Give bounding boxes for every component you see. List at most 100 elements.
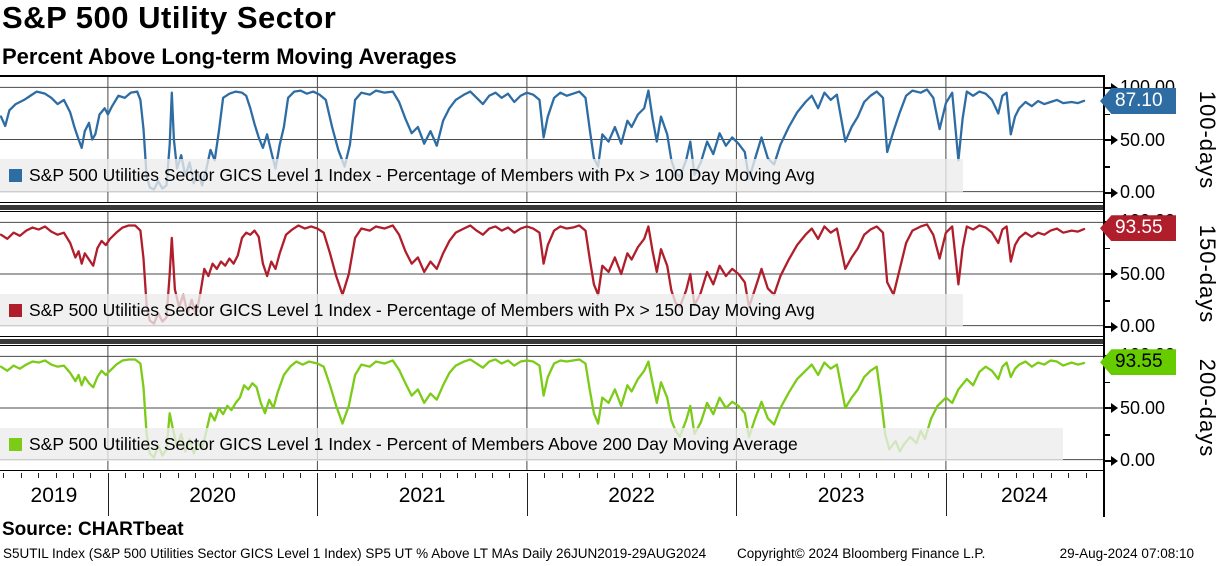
right-axis-line — [1103, 75, 1105, 517]
x-axis-minor-tick — [20, 473, 22, 478]
x-axis-minor-tick — [230, 473, 232, 478]
tick-arrow-icon — [1111, 321, 1118, 332]
x-axis-minor-tick — [160, 473, 162, 478]
x-axis-minor-tick — [247, 473, 249, 478]
x-axis-minor-tick — [369, 473, 371, 478]
x-axis-minor-tick — [352, 473, 354, 478]
legend-100-day: S&P 500 Utilities Sector GICS Level 1 In… — [0, 159, 963, 192]
legend-label: S&P 500 Utilities Sector GICS Level 1 In… — [29, 165, 815, 185]
x-axis-minor-tick — [1050, 473, 1052, 478]
x-axis-minor-tick — [649, 473, 651, 478]
panel-separator — [0, 205, 1103, 210]
x-axis-minor-tick — [509, 473, 511, 478]
x-axis-minor-tick — [299, 473, 301, 478]
legend-swatch-red — [9, 304, 22, 317]
y-axis-minor-tick — [1103, 381, 1110, 384]
tick-arrow-icon — [1111, 187, 1118, 198]
x-axis-minor-tick — [38, 473, 40, 478]
source-line: Source: CHARTbeat — [2, 519, 184, 540]
x-axis-minor-tick — [404, 473, 406, 478]
x-axis-minor-tick — [177, 473, 179, 478]
y-axis-minor-tick — [1103, 113, 1110, 116]
chart-top-frame — [0, 75, 1104, 77]
tick-arrow-icon — [1111, 403, 1118, 413]
x-axis-minor-tick — [125, 473, 127, 478]
legend-swatch-blue — [9, 169, 22, 182]
x-axis-minor-tick — [1033, 473, 1035, 478]
x-axis-minor-tick — [1015, 473, 1017, 478]
x-axis-minor-tick — [963, 473, 965, 478]
x-axis-minor-tick — [718, 473, 720, 478]
right-axis-title-150-days: 150-days — [1195, 224, 1220, 324]
legend-swatch-green — [9, 438, 22, 451]
right-axis-title-100-days: 100-days — [1195, 90, 1220, 190]
legend-label: S&P 500 Utilities Sector GICS Level 1 In… — [29, 300, 815, 320]
y-axis-tick-label: 50.00 — [1120, 397, 1166, 418]
x-axis-year-label: 2022 — [608, 484, 655, 507]
y-axis-tick-label: 50.00 — [1120, 129, 1166, 150]
x-axis-year-label: 2024 — [1001, 484, 1048, 507]
tick-arrow-icon — [1111, 455, 1118, 466]
x-axis-minor-tick — [911, 473, 912, 478]
x-axis-minor-tick — [55, 473, 57, 478]
x-axis-minor-tick — [998, 473, 1000, 478]
tick-line — [1103, 459, 1111, 462]
page-subtitle: Percent Above Long-term Moving Averages — [2, 44, 457, 69]
x-axis-band: 2019 2020 2021 2022 2023 2024 — [0, 473, 1103, 517]
last-value-badge-200-day: 93.55 — [1100, 349, 1176, 376]
x-axis-minor-tick — [1068, 473, 1070, 478]
x-axis-minor-tick — [265, 473, 266, 478]
x-axis-minor-tick — [579, 473, 581, 478]
x-axis-minor-tick — [893, 473, 895, 478]
tick-line — [1103, 325, 1111, 328]
tick-line — [1103, 139, 1111, 141]
y-axis-minor-tick — [1103, 300, 1110, 302]
x-axis-minor-tick — [457, 473, 459, 478]
x-axis-year-separator — [107, 473, 109, 516]
x-axis-minor-tick — [90, 473, 92, 478]
y-axis-tick-label: 50.00 — [1120, 263, 1166, 284]
x-axis-minor-tick — [474, 473, 476, 478]
x-axis-year-label: 2019 — [30, 484, 78, 507]
legend-200-day: S&P 500 Utilities Sector GICS Level 1 In… — [0, 428, 1063, 461]
x-axis-minor-tick — [841, 473, 843, 478]
x-axis-year-separator — [945, 473, 947, 516]
x-axis-minor-tick — [334, 473, 336, 478]
x-axis-minor-tick — [1085, 473, 1087, 478]
tick-line — [1103, 191, 1111, 194]
right-axis-title-200-days: 200-days — [1195, 358, 1220, 458]
y-axis-minor-tick — [1103, 247, 1110, 250]
x-axis-minor-tick — [858, 473, 860, 478]
x-axis-year-separator — [317, 473, 319, 516]
x-axis-minor-tick — [928, 473, 930, 478]
x-axis-minor-tick — [439, 473, 441, 478]
legend-label: S&P 500 Utilities Sector GICS Level 1 In… — [29, 434, 798, 454]
y-axis-minor-tick — [1103, 434, 1110, 436]
x-axis-minor-tick — [788, 473, 790, 478]
page-title: S&P 500 Utility Sector — [2, 0, 337, 35]
x-axis-year-label: 2020 — [189, 484, 236, 507]
tick-arrow-icon — [1111, 82, 1118, 93]
chart-area: S&P 500 Utilities Sector GICS Level 1 In… — [0, 75, 1224, 517]
x-axis-minor-tick — [73, 473, 74, 478]
tick-line — [1103, 407, 1111, 409]
x-axis-minor-tick — [684, 473, 685, 478]
footer-timestamp: 29-Aug-2024 07:08:10 — [1059, 546, 1194, 561]
x-axis-minor-tick — [753, 473, 755, 478]
x-axis-minor-tick — [771, 473, 773, 478]
x-axis-minor-tick — [561, 473, 563, 478]
tick-arrow-icon — [1111, 269, 1118, 279]
panel-150-day: S&P 500 Utilities Sector GICS Level 1 In… — [0, 211, 1103, 337]
x-axis-year-separator — [736, 473, 738, 516]
legend-150-day: S&P 500 Utilities Sector GICS Level 1 In… — [0, 294, 963, 327]
x-axis-minor-tick — [492, 473, 493, 478]
x-axis-minor-tick — [806, 473, 808, 478]
last-value-badge-150-day: 93.55 — [1100, 215, 1176, 242]
x-axis-minor-tick — [701, 473, 703, 478]
x-axis-minor-tick — [980, 473, 982, 478]
x-axis-minor-tick — [596, 473, 598, 478]
x-axis-minor-tick — [282, 473, 284, 478]
x-axis-minor-tick — [614, 473, 616, 478]
x-axis-minor-tick — [823, 473, 825, 478]
